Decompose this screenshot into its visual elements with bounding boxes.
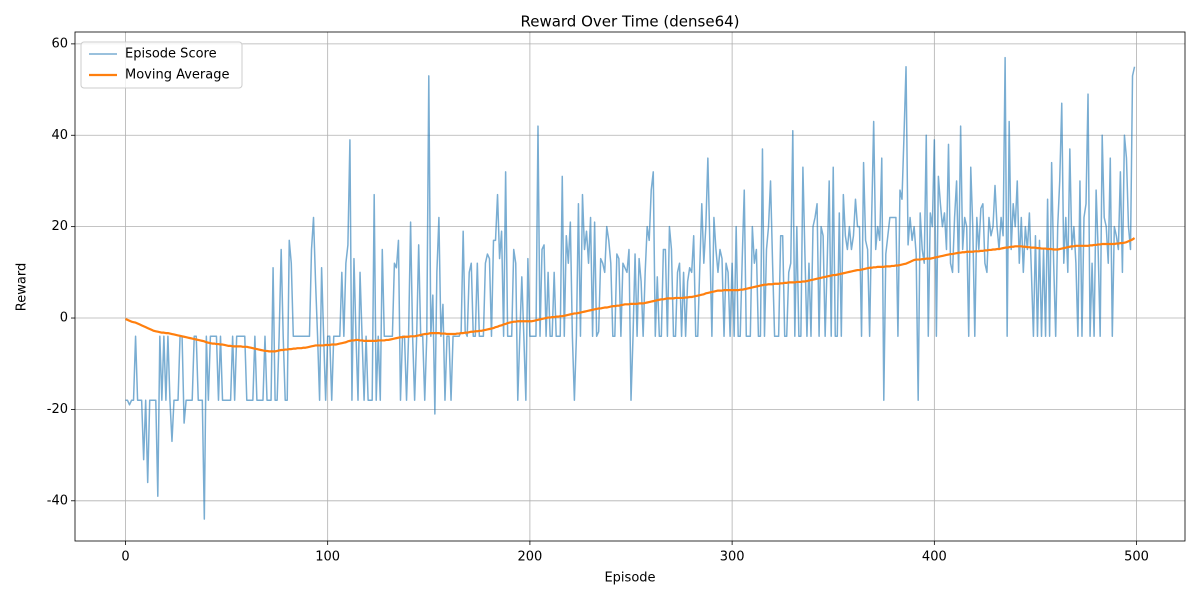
axes-frame	[74, 31, 1186, 542]
y-tick-label: 40	[51, 128, 68, 143]
y-tick-label: 20	[51, 219, 68, 234]
y-axis-label: Reward	[15, 263, 30, 311]
legend-label: Episode Score	[125, 47, 217, 62]
y-tick-label: 0	[60, 311, 68, 326]
y-tick-label: -20	[47, 402, 68, 417]
series-line	[125, 237, 1136, 353]
x-tick-label: 100	[315, 550, 340, 565]
x-axis-label: Episode	[604, 571, 655, 586]
x-tick-label: 200	[517, 550, 542, 565]
y-tick-label: 60	[51, 36, 68, 51]
x-tick-label: 0	[121, 550, 129, 565]
series-line	[125, 56, 1136, 520]
x-tick-label: 400	[922, 550, 947, 565]
legend-label: Moving Average	[125, 68, 229, 83]
x-tick-label: 500	[1124, 550, 1149, 565]
chart-title: Reward Over Time (dense64)	[520, 13, 739, 31]
legend: Episode Score Moving Average	[80, 41, 243, 89]
x-tick-label: 300	[720, 550, 745, 565]
y-tick-label: -40	[47, 493, 68, 508]
legend-box	[80, 41, 243, 89]
